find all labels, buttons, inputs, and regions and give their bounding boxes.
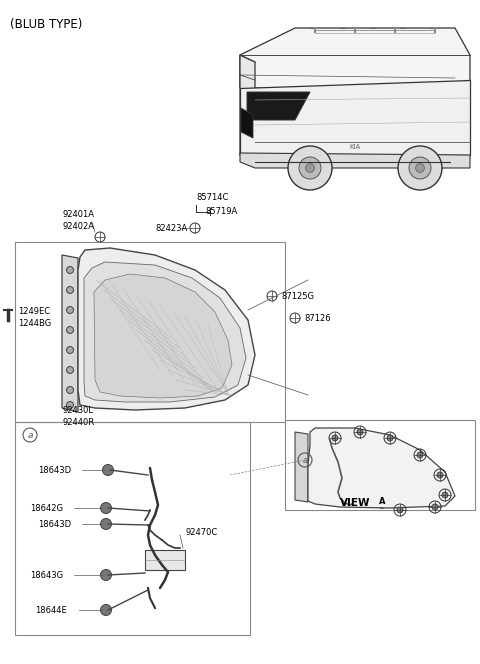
Text: 87125G: 87125G (281, 292, 314, 301)
Circle shape (332, 435, 338, 441)
Circle shape (67, 266, 73, 274)
Circle shape (67, 402, 73, 408)
Bar (15, 242, 285, 422)
Text: 1249EC: 1249EC (18, 307, 50, 316)
Text: a: a (27, 430, 33, 440)
Circle shape (417, 452, 423, 458)
Text: 92440R: 92440R (62, 418, 94, 427)
Text: (BLUB TYPE): (BLUB TYPE) (10, 18, 83, 31)
Circle shape (100, 519, 111, 529)
Polygon shape (308, 428, 455, 508)
Polygon shape (241, 108, 253, 138)
Text: 92401A: 92401A (62, 210, 94, 219)
Circle shape (67, 347, 73, 353)
Polygon shape (145, 550, 185, 570)
Circle shape (416, 163, 424, 173)
Text: A: A (379, 497, 385, 505)
Bar (285, 420, 475, 510)
Text: 18642G: 18642G (30, 504, 63, 513)
Polygon shape (62, 255, 78, 412)
Circle shape (432, 504, 438, 510)
Text: 87126: 87126 (304, 314, 331, 323)
Text: a: a (302, 456, 308, 465)
Circle shape (397, 507, 403, 513)
Circle shape (409, 157, 431, 179)
Polygon shape (247, 92, 310, 120)
Circle shape (67, 327, 73, 333)
Text: 18643G: 18643G (30, 571, 63, 580)
Polygon shape (295, 432, 308, 502)
Text: 85714C: 85714C (196, 193, 228, 202)
Text: 18643D: 18643D (38, 520, 71, 529)
Circle shape (100, 570, 111, 580)
Text: KIA: KIA (349, 144, 360, 150)
Circle shape (288, 146, 332, 190)
Circle shape (67, 286, 73, 293)
Circle shape (103, 465, 113, 475)
Text: 85719A: 85719A (205, 207, 237, 216)
Polygon shape (240, 28, 470, 88)
Polygon shape (240, 80, 470, 155)
Bar (15, 422, 250, 635)
Polygon shape (240, 55, 255, 162)
Circle shape (67, 367, 73, 373)
Circle shape (398, 146, 442, 190)
Circle shape (437, 472, 443, 478)
Circle shape (67, 386, 73, 394)
Circle shape (387, 435, 393, 441)
Text: 18643D: 18643D (38, 466, 71, 475)
Text: 82423A: 82423A (155, 224, 187, 233)
Polygon shape (78, 248, 255, 410)
Polygon shape (240, 153, 470, 168)
Circle shape (100, 604, 111, 616)
Circle shape (357, 429, 363, 435)
Text: VIEW: VIEW (340, 498, 371, 508)
Polygon shape (84, 262, 246, 402)
Circle shape (442, 492, 448, 498)
Text: 18644E: 18644E (35, 606, 67, 615)
Circle shape (100, 503, 111, 513)
Circle shape (306, 163, 314, 173)
Text: 92470C: 92470C (185, 528, 217, 537)
Polygon shape (94, 274, 232, 398)
Circle shape (67, 307, 73, 313)
Text: 92430L: 92430L (62, 406, 93, 415)
Circle shape (299, 157, 321, 179)
Text: 92402A: 92402A (62, 222, 94, 231)
Text: 1244BG: 1244BG (18, 319, 51, 328)
